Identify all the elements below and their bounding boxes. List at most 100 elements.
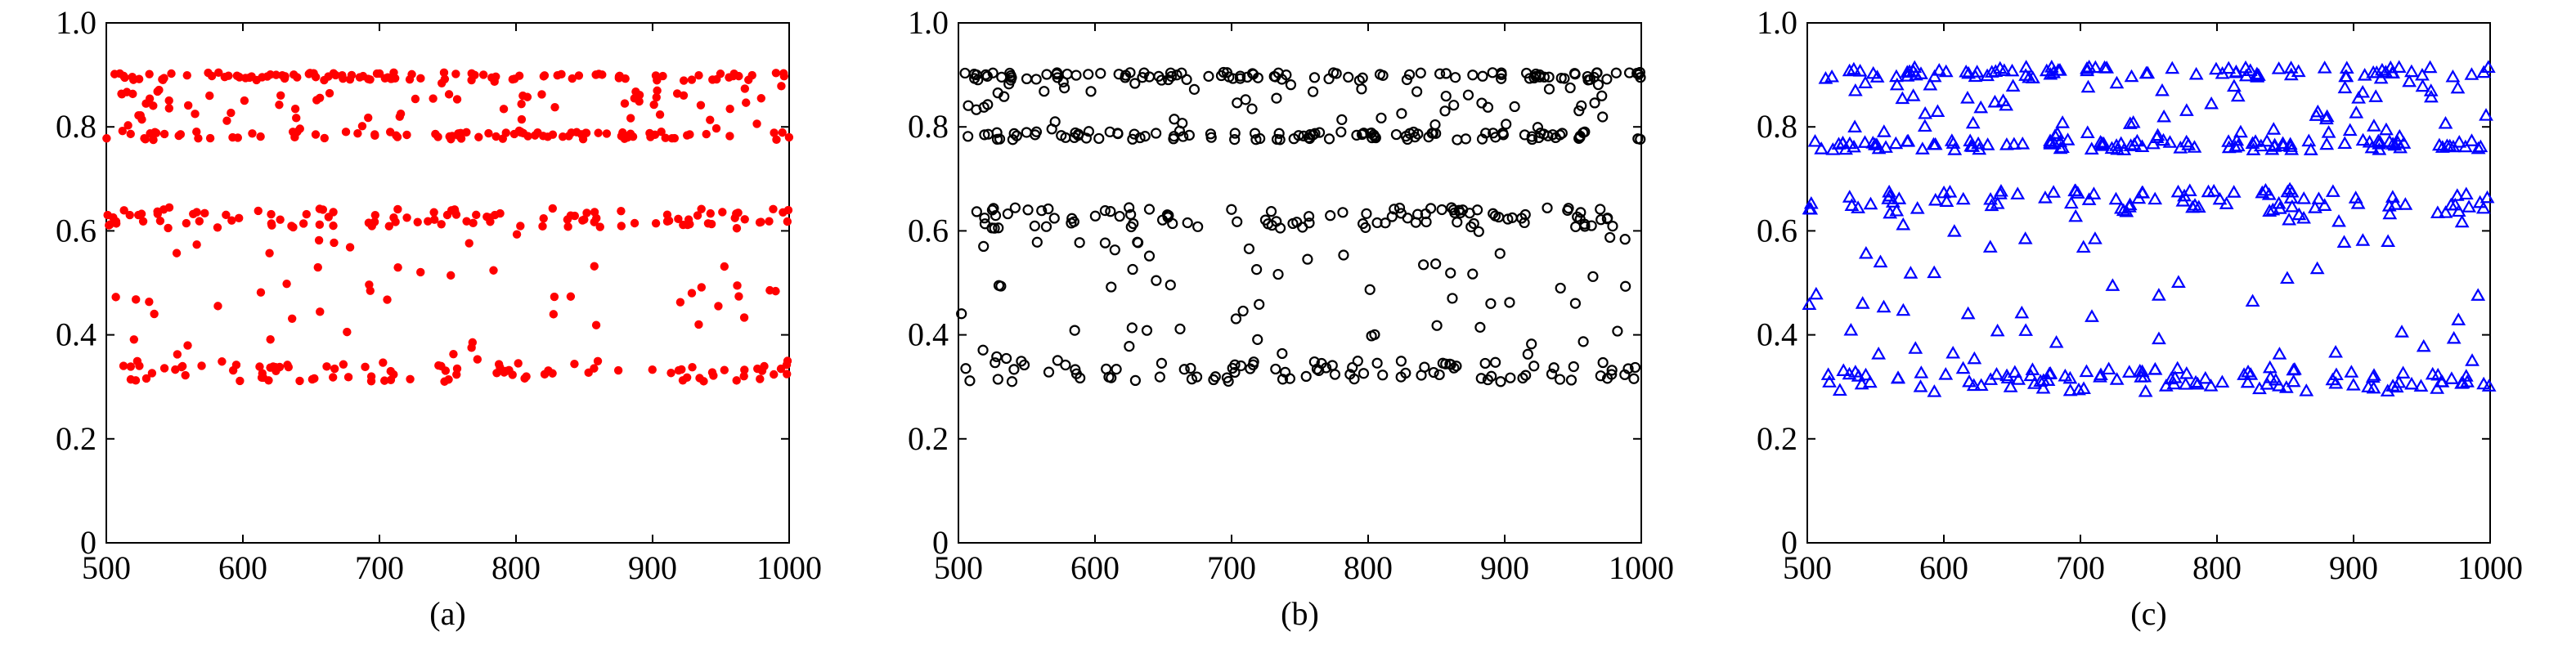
data-point [720,365,729,374]
data-point [2444,197,2459,211]
data-point [699,377,708,386]
data-point [514,359,523,368]
data-point [1495,376,1506,387]
data-point [145,94,155,103]
data-point [1000,352,1012,365]
data-point [147,369,157,378]
data-point [2015,137,2031,150]
data-point [1966,378,1981,392]
data-point [1151,275,1162,286]
data-point [1357,218,1369,230]
data-point [2101,361,2116,375]
data-point [777,82,786,91]
data-point [1905,64,1921,77]
data-point [1127,133,1138,145]
data-point [563,215,572,224]
data-point [218,357,227,366]
data-point [1234,73,1246,84]
data-point [1056,130,1067,141]
data-point [2046,185,2061,198]
data-point [2381,234,2396,247]
data-point [2369,65,2385,78]
data-point [1338,249,1349,261]
data-point [2458,186,2474,200]
data-point [1960,91,1975,104]
data-point [1604,231,1616,244]
data-point [2079,364,2094,378]
data-point [2005,78,2021,92]
data-point [258,373,268,383]
data-point [1836,363,1851,376]
data-point [734,292,743,301]
data-point [2317,198,2332,211]
data-point [1277,347,1288,360]
data-point [679,76,689,85]
y-tick-label: 0.8 [56,108,96,145]
data-point [353,128,362,138]
data-point [2050,63,2066,76]
data-point [150,309,159,319]
data-point [740,215,749,224]
data-point [1060,359,1071,371]
data-point [341,128,351,137]
data-point [1990,323,2005,337]
data-point [1969,65,1985,78]
data-point [386,366,395,376]
data-point [1430,258,1442,270]
data-point [2043,135,2058,149]
y-tick-label: 0.4 [56,316,96,353]
data-point [2190,376,2206,390]
data-point [564,132,573,141]
data-point [747,70,756,80]
data-point [2188,66,2204,80]
data-point [2080,61,2094,74]
data-point [119,71,128,80]
data-point [1250,134,1262,146]
data-point [1846,61,1861,75]
data-point [1619,234,1631,245]
data-point [437,220,446,229]
data-point [2039,63,2054,77]
data-point [2003,379,2018,392]
data-point [765,285,774,295]
data-point [431,129,440,139]
data-point [1857,135,1873,148]
data-point [2081,59,2097,73]
data-point [582,208,591,217]
data-point [620,99,630,108]
data-point [1377,370,1389,381]
data-point [714,302,723,311]
data-point [2385,379,2400,392]
data-point [234,213,244,223]
data-point [2367,119,2381,132]
data-point [322,362,331,371]
data-point [489,266,498,275]
data-point [2449,188,2465,201]
data-point [1548,362,1560,374]
data-point [557,69,566,79]
data-point [1858,75,1873,88]
data-point [2413,379,2429,392]
data-point [1869,69,1885,83]
data-point [132,356,142,366]
data-point [2006,137,2022,150]
data-point [2336,235,2352,248]
data-point [1304,132,1316,145]
data-point [1007,134,1019,146]
data-point [784,132,794,142]
data-point [591,320,601,329]
data-point [1496,73,1507,84]
data-point [2242,63,2258,76]
data-point [1822,374,1837,387]
data-point [1881,191,1896,204]
data-point [539,213,548,223]
data-point [1807,133,1823,147]
y-tick-label: 0 [932,524,949,561]
data-point [2321,125,2336,138]
data-point [2391,60,2407,73]
data-point [1353,74,1365,87]
data-point [469,218,478,228]
data-point [2175,194,2191,207]
data-point [2357,68,2372,81]
data-point [2272,347,2287,360]
